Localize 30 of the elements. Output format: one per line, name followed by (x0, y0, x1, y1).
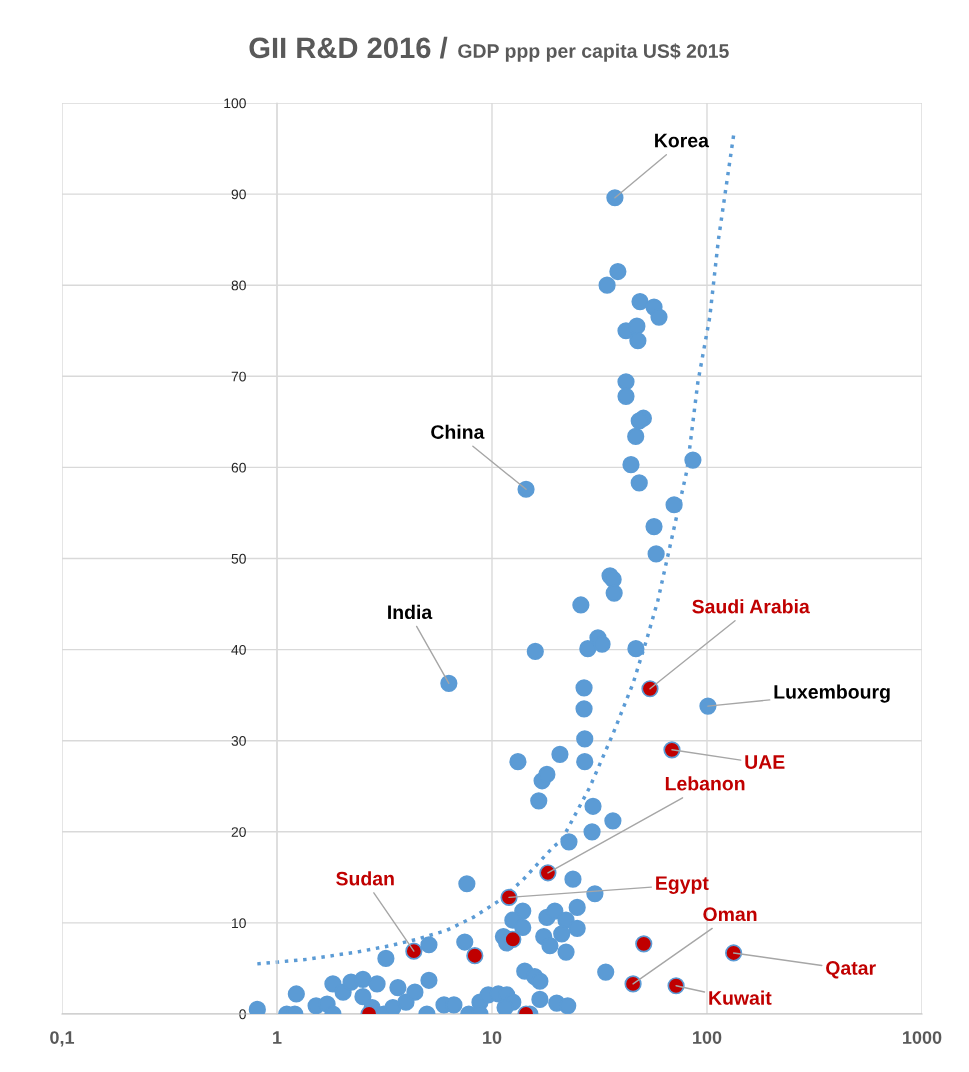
y-tick-label: 10 (232, 918, 246, 929)
annotation: India (388, 604, 433, 620)
y-tick-label: 0 (239, 1009, 246, 1020)
y-tick-label: 40 (231, 644, 246, 655)
annotation: Qatar (826, 961, 876, 979)
y-tick-label: 80 (231, 280, 246, 291)
x-tick-label: 1000 (903, 1031, 942, 1044)
chart-title: GII R&D 2016 / (249, 36, 448, 59)
y-tick-label: 30 (231, 736, 246, 746)
x-tick-label: 10 (483, 1031, 502, 1044)
x-tick-label: 0,1 (50, 1031, 75, 1047)
annotation: Kuwait (709, 990, 772, 1005)
y-tick-label: 70 (231, 371, 246, 382)
y-tick-label: 60 (231, 462, 246, 473)
annotation: Egypt (656, 876, 709, 894)
y-tick-label: 20 (231, 827, 246, 837)
annotation: Lebanon (665, 776, 745, 791)
annotation: UAE (745, 755, 785, 769)
annotation: Korea (655, 133, 710, 148)
annotation: China (431, 424, 485, 439)
y-tick-label: 50 (231, 553, 246, 564)
annotation: Saudi Arabia (692, 599, 810, 614)
x-tick-label: 100 (693, 1031, 722, 1044)
y-tick-label: 100 (224, 98, 246, 109)
chart-subtitle: GDP ppp per capita US$ 2015 (458, 43, 729, 62)
x-tick-label: 1 (273, 1031, 282, 1044)
annotation: Sudan (336, 871, 394, 886)
y-tick-label: 90 (231, 189, 246, 200)
annotation: Oman (703, 907, 757, 922)
annotation: Luxembourg (774, 684, 890, 703)
